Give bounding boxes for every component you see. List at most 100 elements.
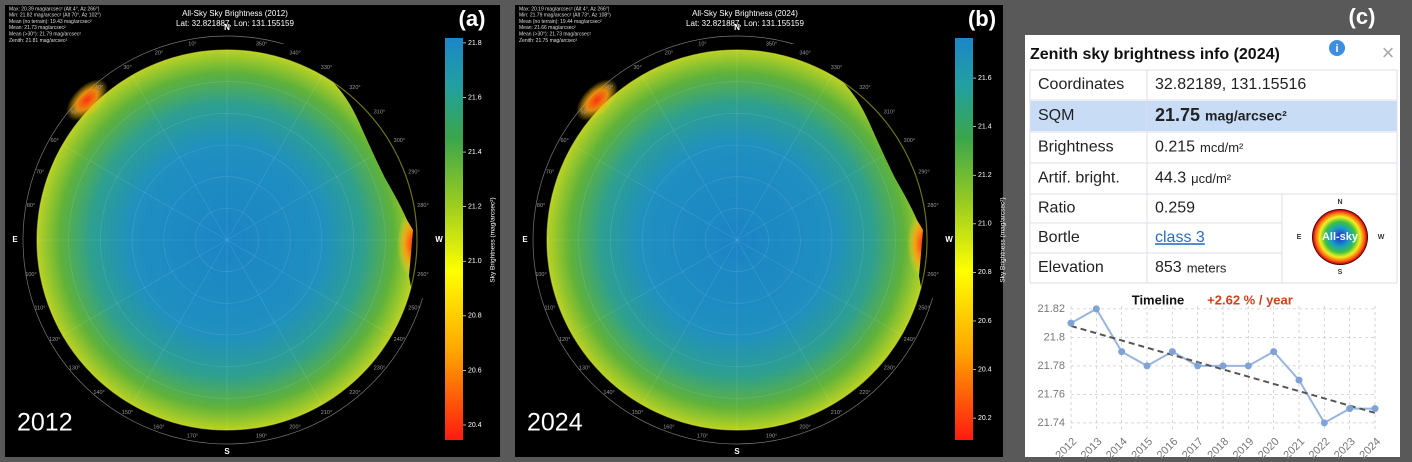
y-tick-label: 21.74 bbox=[1037, 417, 1065, 429]
azimuth-label: 70° bbox=[36, 169, 44, 175]
colorbar-label: Sky Brightness (mag/arcsec²) bbox=[1000, 197, 1007, 282]
row-value: 44.3 bbox=[1155, 170, 1186, 187]
row-label: Ratio bbox=[1038, 200, 1075, 217]
colorbar-label: Sky Brightness (mag/arcsec²) bbox=[490, 197, 497, 282]
grid-circle bbox=[641, 144, 833, 336]
trend-annotation: +2.62 % / year bbox=[1207, 292, 1293, 307]
row-value: 0.259 bbox=[1155, 200, 1195, 217]
azimuth-label: 320° bbox=[349, 85, 360, 91]
row-label: Coordinates bbox=[1038, 76, 1124, 93]
azimuth-label: 260° bbox=[417, 272, 428, 278]
panel-label: (a) bbox=[459, 6, 486, 31]
grid-spoke bbox=[736, 75, 833, 241]
azimuth-label: 220° bbox=[859, 390, 870, 396]
azimuth-label: 310° bbox=[884, 110, 895, 116]
panel-subtitle: Lat: 32.821887, Lon: 131.155159 bbox=[176, 19, 294, 28]
azimuth-label: 200° bbox=[799, 424, 810, 430]
light-dome bbox=[66, 79, 108, 121]
colorbar-tick-label: 21.6 bbox=[978, 75, 992, 82]
stat-line: Mean (>30°): 21.79 mag/arcsec² bbox=[9, 32, 81, 38]
grid-circle bbox=[68, 81, 386, 399]
data-point bbox=[1270, 348, 1278, 356]
azimuth-label: 340° bbox=[799, 50, 810, 56]
azimuth-label: 80° bbox=[537, 203, 545, 209]
azimuth-label: 240° bbox=[904, 337, 915, 343]
stat-line: Max: 20.39 mag/arcsec² (Alt 4°, Az 266°) bbox=[9, 6, 100, 12]
azimuth-label: 100° bbox=[25, 272, 36, 278]
azimuth-label: 210° bbox=[321, 410, 332, 416]
chart-title: Timeline bbox=[1132, 292, 1185, 307]
grid-circle bbox=[100, 113, 354, 367]
azimuth-label: 60° bbox=[560, 138, 568, 144]
data-point bbox=[1346, 405, 1354, 413]
colorbar-tick-label: 21.8 bbox=[468, 40, 482, 47]
icon-compass-label: W bbox=[1378, 234, 1385, 241]
azimuth-label: 190° bbox=[256, 433, 267, 439]
colorbar-tick-label: 21.4 bbox=[978, 124, 992, 131]
grid-spoke bbox=[62, 144, 228, 241]
grid-circle bbox=[610, 113, 864, 367]
grid-spoke bbox=[226, 239, 392, 336]
trend-line bbox=[1070, 324, 1376, 414]
azimuth-label: 150° bbox=[122, 410, 133, 416]
azimuth-label: 40° bbox=[95, 85, 103, 91]
data-point bbox=[1244, 362, 1252, 370]
azimuth-label: 80° bbox=[27, 203, 35, 209]
azimuth-label: 20° bbox=[155, 50, 163, 56]
compass-label: S bbox=[224, 447, 230, 456]
grid-spoke bbox=[736, 239, 902, 336]
data-point bbox=[1219, 362, 1227, 370]
azimuth-label: 260° bbox=[927, 272, 938, 278]
azimuth-label: 300° bbox=[394, 138, 405, 144]
grid-spoke bbox=[131, 75, 228, 241]
azimuth-label: 130° bbox=[69, 365, 80, 371]
colorbar-tick-label: 20.6 bbox=[978, 318, 992, 325]
colorbar-tick-label: 20.4 bbox=[978, 366, 992, 373]
azimuth-label: 30° bbox=[123, 65, 131, 71]
azimuth-label: 330° bbox=[831, 65, 842, 71]
row-unit: μcd/m² bbox=[1191, 171, 1232, 186]
row-value: 853 bbox=[1155, 259, 1182, 276]
azimuth-label: 150° bbox=[632, 410, 643, 416]
data-point bbox=[1320, 419, 1328, 427]
row-unit: meters bbox=[1187, 260, 1227, 275]
data-point bbox=[1092, 305, 1100, 313]
grid-spoke bbox=[62, 239, 228, 336]
row-value: 0.215 bbox=[1155, 139, 1195, 156]
all-sky-icon bbox=[1312, 209, 1368, 265]
azimuth-label: 30° bbox=[633, 65, 641, 71]
azimuth-label: 10° bbox=[188, 41, 196, 47]
row-label: SQM bbox=[1038, 107, 1074, 124]
grid-circle bbox=[131, 144, 323, 336]
sky-panel: 10° 20° 30° 40° 50° 60° 70° 80° 100° 110° 120° 130°… bbox=[5, 5, 500, 457]
info-icon[interactable]: i bbox=[1329, 40, 1345, 56]
colorbar bbox=[955, 38, 973, 440]
grid-circle bbox=[195, 208, 259, 272]
data-point bbox=[1371, 405, 1379, 413]
icon-compass-label: S bbox=[1338, 269, 1343, 276]
sky-disk bbox=[547, 50, 927, 430]
colorbar-tick-label: 21.0 bbox=[468, 258, 482, 265]
row-label: Elevation bbox=[1038, 259, 1104, 276]
grid-spoke bbox=[572, 144, 738, 241]
sky-disk bbox=[37, 50, 417, 430]
azimuth-label: 10° bbox=[698, 41, 706, 47]
icon-compass-label: E bbox=[1297, 234, 1302, 241]
info-card: Zenith sky brightness info (2024) i × Coord… bbox=[1025, 35, 1400, 461]
azimuth-label: 290° bbox=[918, 169, 929, 175]
grid-circle bbox=[705, 208, 769, 272]
panel-label: (b) bbox=[968, 6, 996, 31]
azimuth-label: 50° bbox=[580, 110, 588, 116]
colorbar-tick-label: 20.6 bbox=[468, 367, 482, 374]
azimuth-label: 340° bbox=[289, 50, 300, 56]
colorbar-tick-label: 21.2 bbox=[468, 204, 482, 211]
azimuth-label: 170° bbox=[187, 433, 198, 439]
bortle-link[interactable]: class 3 bbox=[1155, 229, 1205, 246]
light-dome bbox=[576, 79, 618, 121]
grid-spoke bbox=[736, 144, 902, 241]
y-tick-label: 21.76 bbox=[1037, 388, 1065, 400]
grid-circle bbox=[673, 176, 801, 304]
close-button[interactable]: × bbox=[1382, 40, 1395, 65]
stat-line: Mean: 21.73 mag/arcsec² bbox=[9, 25, 66, 31]
